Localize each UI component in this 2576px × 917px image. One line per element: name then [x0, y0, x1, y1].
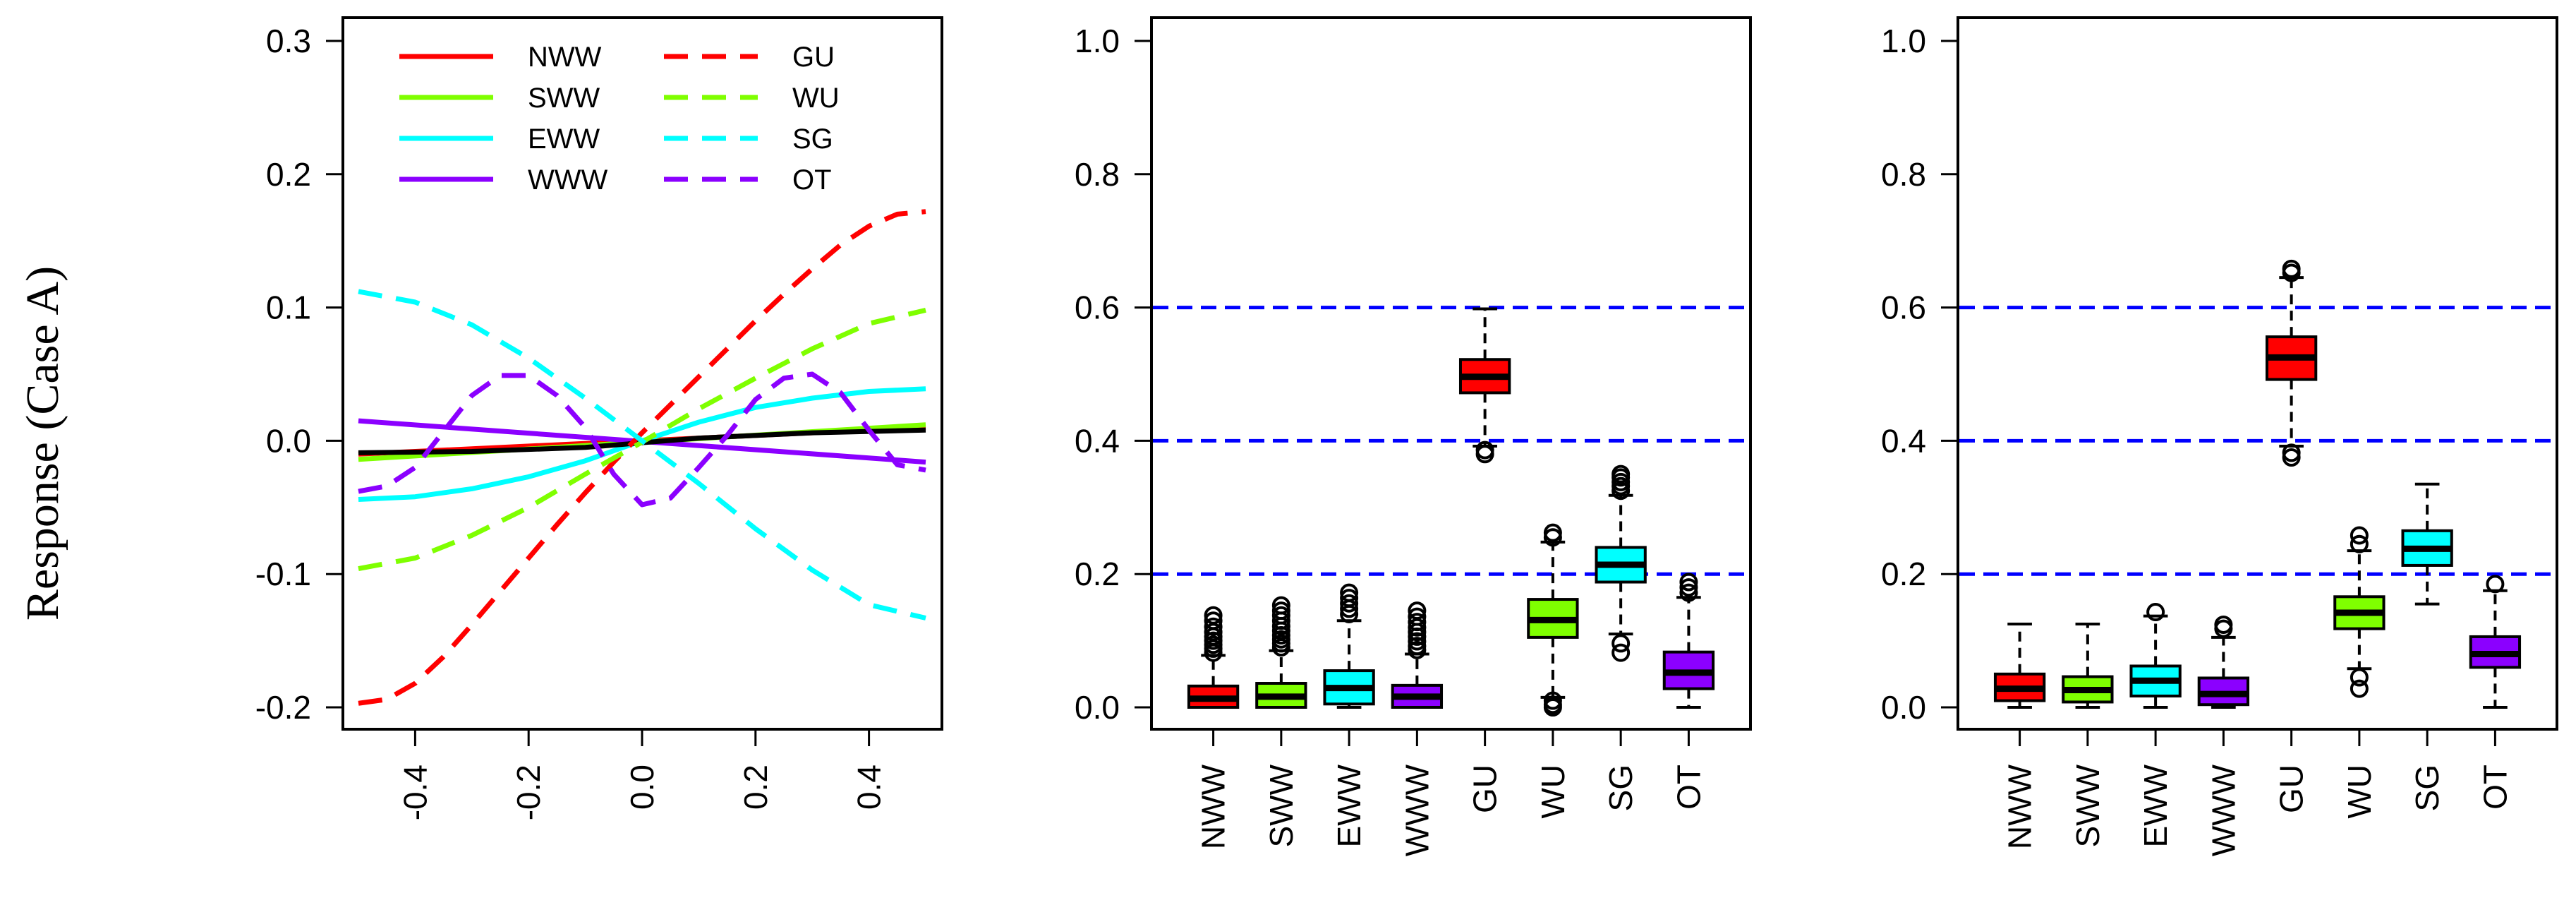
- outlier-point-www: [1408, 601, 1427, 621]
- y-tick-label: 0.2: [266, 156, 311, 193]
- y-tick-label: 0.2: [1881, 556, 1926, 592]
- x-tick-label: EWW: [2137, 764, 2174, 847]
- plot-frame: [341, 16, 943, 731]
- y-tick-label: 0.6: [1075, 289, 1120, 326]
- x-tick-label: SWW: [2069, 764, 2106, 847]
- y-tick-label: 0.0: [266, 422, 311, 459]
- y-axis-label: Response (Case A): [17, 266, 68, 621]
- plot-frame: [1150, 16, 1752, 731]
- outlier-point-ot: [1679, 573, 1698, 592]
- y-tick-label: 0.4: [1881, 422, 1926, 459]
- x-tick-label: 0.2: [737, 765, 774, 810]
- legend-label: OT: [792, 164, 832, 196]
- outlier-point-wu: [1543, 523, 1562, 542]
- y-tick-label: 1.0: [1881, 23, 1926, 59]
- x-tick-label: NWW: [2002, 764, 2038, 849]
- x-tick-label: WU: [1535, 765, 1571, 819]
- y-tick-label: 0.1: [266, 289, 311, 326]
- x-tick-label: GU: [2273, 765, 2310, 813]
- x-tick-label: GU: [1467, 765, 1504, 813]
- outlier-point-eww: [1340, 589, 1359, 608]
- x-tick-label: SWW: [1263, 764, 1300, 847]
- panel-left-line-chart: -0.2 -0.1 0.0 0.1 0.2 0.3 -0.4 -0.2 0.0 0.2 0.4 NWW…: [255, 16, 943, 820]
- y-tick-label: 0.0: [1075, 689, 1120, 726]
- y-tick-label: 1.0: [1075, 23, 1120, 59]
- outlier-point-www: [1408, 607, 1427, 626]
- y-tick-label: 0.4: [1075, 422, 1120, 459]
- x-tick-label: -0.2: [510, 765, 547, 820]
- outlier-point-ot: [1679, 578, 1698, 597]
- y-tick-label: 0.3: [266, 23, 311, 59]
- y-tick-label: 0.6: [1881, 289, 1926, 326]
- outlier-point-eww: [1340, 583, 1359, 602]
- y-tick-label: 0.0: [1881, 689, 1926, 726]
- legend-label: SG: [792, 124, 833, 155]
- x-tick-label: OT: [1670, 765, 1707, 810]
- x-tick-label: -0.4: [397, 765, 433, 820]
- outlier-point-nww: [1204, 611, 1223, 630]
- outlier-point-wu: [2350, 526, 2369, 545]
- x-tick-label: NWW: [1195, 764, 1232, 849]
- outlier-point-eww: [1340, 594, 1359, 613]
- outlier-point-ot: [1679, 583, 1698, 602]
- x-tick-label: WU: [2341, 765, 2378, 819]
- x-tick-label: OT: [2477, 765, 2513, 810]
- outlier-point-www: [2214, 615, 2233, 634]
- outlier-point-wu: [2350, 534, 2369, 553]
- y-tick-label: 0.8: [1881, 156, 1926, 193]
- x-tick-label: WWW: [1398, 764, 1435, 856]
- outlier-point-gu: [2282, 443, 2301, 462]
- legend-label: SWW: [528, 83, 600, 114]
- outlier-point-gu: [2282, 259, 2301, 278]
- legend-label: NWW: [528, 42, 602, 73]
- outlier-point-nww: [1204, 606, 1223, 625]
- outlier-point-wu: [1543, 691, 1562, 710]
- outlier-point-eww: [2146, 603, 2165, 622]
- outlier-point-wu: [2350, 668, 2369, 687]
- y-tick-label: 0.8: [1075, 156, 1120, 193]
- panel-middle-boxplot: 0.0 0.2 0.4 0.6 0.8 1.0 NWW SWW EWW WWW GU WU SG OT: [1075, 16, 1752, 856]
- x-tick-label: WWW: [2205, 764, 2242, 856]
- series-line-ot: [358, 371, 926, 508]
- plot-frame: [1957, 16, 2558, 731]
- legend-label: EWW: [528, 124, 600, 155]
- series-line-gu: [358, 209, 926, 706]
- outlier-point-sg: [1611, 634, 1631, 653]
- x-tick-label: SG: [1602, 765, 1639, 811]
- panel-right-boxplot: 0.0 0.2 0.4 0.6 0.8 1.0 NWW SWW EWW WWW GU WU SG OT: [1881, 16, 2558, 856]
- y-tick-label: -0.1: [255, 556, 311, 592]
- legend-label: GU: [792, 42, 835, 73]
- series-line-sg: [358, 289, 926, 621]
- outlier-point-ot: [2486, 575, 2505, 594]
- outlier-point-sg: [1611, 465, 1631, 484]
- outlier-point-sww: [1271, 601, 1290, 621]
- outlier-point-www: [1408, 613, 1427, 632]
- outlier-point-sg: [1611, 643, 1631, 662]
- outlier-point-nww: [1204, 617, 1223, 636]
- legend-label: WWW: [528, 164, 608, 196]
- outlier-point-wu: [2350, 679, 2369, 698]
- outlier-point-sww: [1271, 596, 1290, 615]
- y-tick-label: 0.2: [1075, 556, 1120, 592]
- legend-label: WU: [792, 83, 840, 114]
- x-tick-label: EWW: [1331, 764, 1367, 847]
- x-tick-label: 0.4: [851, 765, 888, 810]
- outlier-point-gu: [1475, 440, 1494, 460]
- y-tick-label: -0.2: [255, 689, 311, 726]
- x-tick-label: 0.0: [624, 765, 660, 810]
- x-tick-label: SG: [2409, 765, 2445, 811]
